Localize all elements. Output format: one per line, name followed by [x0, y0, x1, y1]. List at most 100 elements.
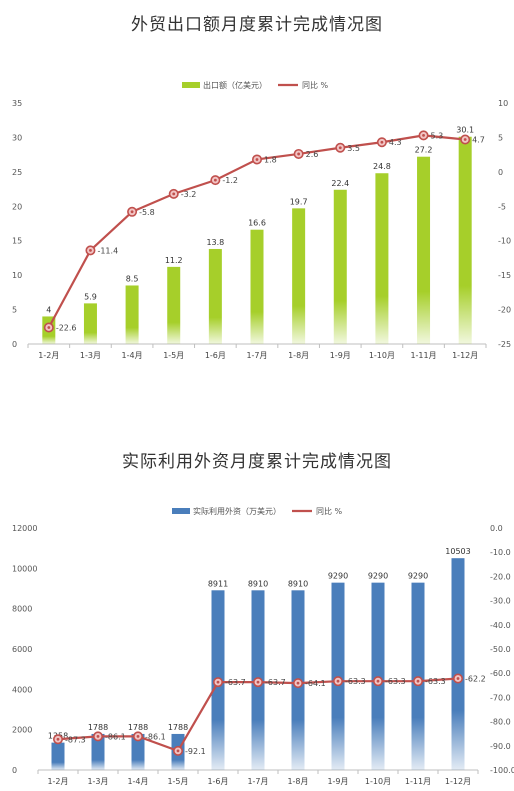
category-label: 1-11月	[405, 777, 431, 786]
legend-label-line: 同比 %	[302, 80, 329, 90]
growth-point-center	[376, 679, 380, 683]
growth-point-center	[336, 679, 340, 683]
category-label: 1-12月	[445, 777, 471, 786]
right-axis-tick-label: -50.0	[490, 645, 511, 654]
legend-label-bar: 出口额（亿美元）	[203, 80, 267, 90]
growth-point-center	[416, 679, 420, 683]
growth-value-label: -63.3	[385, 677, 406, 686]
growth-value-label: -1.2	[222, 176, 238, 185]
bar-value-label: 16.6	[248, 219, 266, 228]
bar	[375, 173, 389, 344]
right-axis-tick-label: 0	[498, 168, 503, 177]
legend-swatch-bar	[172, 508, 190, 514]
growth-value-label: -11.4	[97, 246, 118, 255]
category-label: 1-5月	[167, 777, 188, 786]
right-axis-tick-label: -25	[498, 340, 511, 349]
bar-value-label: 24.8	[373, 162, 391, 171]
growth-point-center	[56, 737, 60, 741]
growth-value-label: -63.7	[265, 678, 286, 687]
growth-value-label: -22.6	[56, 323, 77, 332]
category-label: 1-4月	[127, 777, 148, 786]
growth-value-label: -3.2	[181, 190, 197, 199]
bar	[131, 733, 145, 770]
right-axis-tick-label: -30.0	[490, 597, 511, 606]
right-axis-tick-label: -15	[498, 271, 511, 280]
bar-value-label: 1788	[168, 723, 188, 732]
left-axis-tick-label: 20	[12, 202, 22, 211]
export-chart: 0 5 10 15 20 25 30 35 10 5 0 -5 -10 -15 -20 -25 4 5.9 8.5 1…	[12, 80, 511, 360]
bar	[208, 248, 222, 344]
left-axis-tick-label: 0	[12, 340, 17, 349]
left-axis-tick-label: 35	[12, 99, 22, 108]
right-axis-tick-label: 10	[498, 99, 508, 108]
growth-point-center	[296, 681, 300, 685]
bar-value-label: 22.4	[331, 179, 349, 188]
category-label: 1-2月	[38, 351, 59, 360]
bar-value-label: 27.2	[415, 146, 433, 155]
bar	[292, 208, 306, 344]
right-axis-tick-label: -10	[498, 237, 511, 246]
right-axis-tick-label: -60.0	[490, 669, 511, 678]
category-label: 1-7月	[246, 351, 267, 360]
category-label: 1-7月	[247, 777, 268, 786]
growth-point-center	[130, 210, 134, 214]
growth-value-label: -92.1	[185, 747, 206, 756]
growth-point-center	[338, 146, 342, 150]
growth-point-center	[422, 133, 425, 137]
growth-point-center	[89, 248, 92, 252]
growth-point-center	[47, 326, 51, 329]
category-label: 1-11月	[410, 351, 436, 360]
growth-point-center	[256, 680, 260, 684]
growth-value-label: -87.3	[65, 735, 86, 744]
left-axis-tick-label: 15	[12, 237, 22, 246]
category-label: 1-3月	[87, 777, 108, 786]
bar-value-label: 13.8	[206, 238, 224, 247]
bar-value-label: 1788	[128, 723, 148, 732]
bar-value-label: 8910	[248, 579, 268, 588]
growth-point-center	[136, 734, 140, 738]
right-axis-tick-label: -20.0	[490, 572, 511, 581]
category-label: 1-3月	[80, 351, 101, 360]
category-label: 1-8月	[288, 351, 309, 360]
growth-value-label: 2.6	[306, 150, 319, 159]
bar	[91, 733, 105, 770]
right-axis-tick-label: -80.0	[490, 718, 511, 727]
bar	[417, 156, 431, 344]
right-axis-tick-label: -100.0	[490, 766, 514, 775]
right-axis-tick-label: -90.0	[490, 742, 511, 751]
growth-value-label: -86.1	[145, 732, 166, 741]
left-axis-tick-label: 4000	[12, 685, 32, 694]
category-label: 1-6月	[205, 351, 226, 360]
growth-point-center	[297, 152, 301, 156]
right-axis-tick-label: -5	[498, 202, 506, 211]
left-axis-tick-label: 30	[12, 133, 22, 142]
right-axis-tick-label: -40.0	[490, 621, 511, 630]
category-label: 1-10月	[365, 777, 391, 786]
category-label: 1-8月	[287, 777, 308, 786]
growth-value-label: 4.7	[472, 135, 485, 144]
right-axis-tick-label: 0.0	[490, 524, 503, 533]
bar	[333, 189, 347, 344]
growth-point-center	[255, 158, 259, 161]
legend-swatch-bar	[182, 82, 200, 88]
category-label: 1-9月	[330, 351, 351, 360]
category-label: 1-6月	[207, 777, 228, 786]
bar-value-label: 9290	[328, 572, 348, 581]
growth-value-label: -86.1	[105, 732, 126, 741]
growth-value-label: -64.1	[305, 679, 326, 688]
right-axis-tick-label: 5	[498, 133, 503, 142]
category-label: 1-5月	[163, 351, 184, 360]
bar	[83, 303, 97, 344]
category-label: 1-9月	[327, 777, 348, 786]
bar	[250, 229, 264, 344]
bar	[125, 285, 139, 344]
legend-label-bar: 实际利用外资（万美元）	[193, 506, 281, 516]
growth-value-label: -63.3	[345, 677, 366, 686]
growth-value-label: 3.5	[347, 144, 360, 153]
left-axis-tick-label: 10	[12, 271, 22, 280]
growth-value-label: -63.3	[425, 677, 446, 686]
bar-value-label: 4	[46, 305, 51, 314]
export-chart-title: 外贸出口额月度累计完成情况图	[131, 15, 383, 35]
category-label: 1-12月	[452, 351, 478, 360]
category-label: 1-4月	[122, 351, 143, 360]
